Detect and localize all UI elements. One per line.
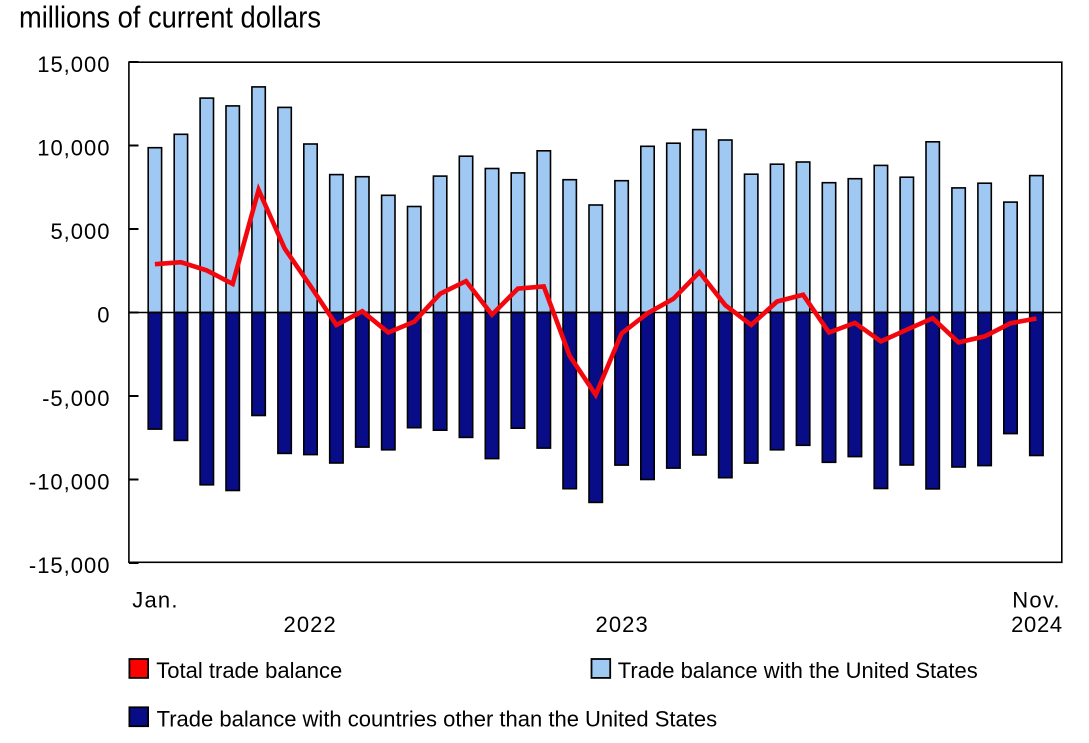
svg-text:2024: 2024 — [1011, 612, 1063, 637]
svg-text:Total trade balance: Total trade balance — [156, 658, 342, 683]
svg-text:millions of current dollars: millions of current dollars — [19, 0, 321, 35]
svg-text:0: 0 — [97, 303, 110, 328]
svg-text:-15,000: -15,000 — [29, 553, 111, 578]
svg-text:2023: 2023 — [596, 612, 649, 637]
svg-text:2022: 2022 — [284, 612, 337, 637]
svg-text:Nov.: Nov. — [1012, 588, 1060, 613]
svg-text:Trade balance with countries o: Trade balance with countries other than … — [157, 707, 718, 732]
svg-text:-5,000: -5,000 — [42, 386, 110, 411]
svg-text:10,000: 10,000 — [37, 136, 110, 161]
svg-text:Trade balance with the United: Trade balance with the United States — [618, 658, 978, 683]
svg-text:Jan.: Jan. — [132, 588, 178, 613]
svg-text:-10,000: -10,000 — [29, 470, 111, 495]
svg-text:15,000: 15,000 — [37, 52, 110, 77]
svg-text:5,000: 5,000 — [50, 219, 110, 244]
